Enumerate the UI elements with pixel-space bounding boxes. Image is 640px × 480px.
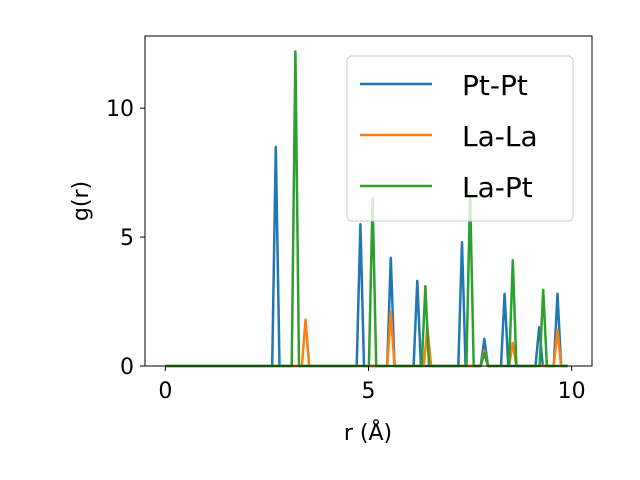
legend-box <box>346 55 574 222</box>
legend: Pt-Pt La-La La-Pt <box>346 55 574 222</box>
legend-label-la-la: La-La <box>462 120 538 153</box>
x-tick-label: 0 <box>158 379 172 404</box>
y-axis-label: g(r) <box>69 181 94 221</box>
y-tick-label: 0 <box>120 355 134 380</box>
axis-ticks: 0 5 10 0 5 10 <box>106 97 586 404</box>
y-tick-label: 10 <box>106 97 134 122</box>
x-tick-label: 10 <box>558 379 586 404</box>
y-tick-label: 5 <box>120 226 134 251</box>
legend-label-pt-pt: Pt-Pt <box>462 69 528 102</box>
x-axis-label: r (Å) <box>344 419 392 446</box>
legend-label-la-pt: La-Pt <box>462 171 533 204</box>
x-tick-label: 5 <box>362 379 376 404</box>
